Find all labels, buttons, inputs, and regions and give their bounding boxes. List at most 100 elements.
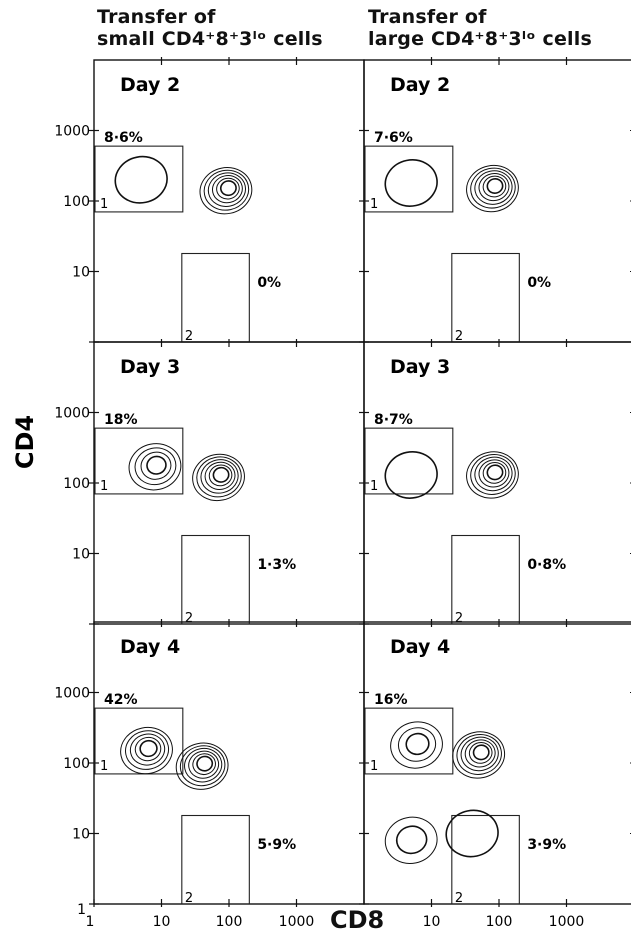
population-contour <box>179 745 226 787</box>
population-contour <box>486 464 504 481</box>
x-tick-label: 1 <box>86 914 95 930</box>
y-tick-label: 1000 <box>54 406 90 422</box>
population-contour <box>384 816 438 864</box>
population-contour <box>139 739 158 758</box>
population-contour <box>204 461 236 490</box>
gate-1-id: 1 <box>100 479 108 494</box>
y-axis-label-box: CD4 <box>6 412 46 472</box>
gate-1-box <box>94 427 184 495</box>
population-contour <box>134 736 162 762</box>
y-tick-label: 100 <box>63 756 90 772</box>
gate-2-id: 2 <box>185 329 193 344</box>
population-contour <box>200 459 239 494</box>
population-contour <box>211 175 243 204</box>
gate-1-box <box>94 145 184 213</box>
population-contour <box>486 178 504 194</box>
gate-1-percent: 8·7% <box>374 412 413 428</box>
gate-1-percent: 16% <box>374 692 408 708</box>
column-header-small: Transfer of small CD4⁺8⁺3ˡᵒ cells <box>97 6 323 50</box>
population-contour <box>188 750 220 779</box>
population-contour <box>146 455 167 475</box>
panel-frame <box>363 59 631 343</box>
gate-2-id: 2 <box>185 611 193 626</box>
panel-2: 1 2 Day 2 7·6% 0% <box>359 57 631 344</box>
gate-2-percent: 1·3% <box>257 557 296 573</box>
y-tick-label: 10 <box>72 827 90 843</box>
population-contour <box>474 170 513 205</box>
population-contour <box>184 747 223 783</box>
gate-2-box <box>451 814 520 905</box>
gate-2-id: 2 <box>455 611 463 626</box>
x-tick-label: 100 <box>216 914 243 930</box>
gate-1-box <box>364 427 454 495</box>
population-contour <box>125 730 170 770</box>
day-label: Day 4 <box>390 636 450 658</box>
population-contour <box>390 721 443 769</box>
gate-2-percent: 5·9% <box>257 837 296 853</box>
population-contour <box>208 464 233 487</box>
population-contour <box>456 734 502 775</box>
column-header-large-line1: Transfer of <box>368 6 487 28</box>
population-contour <box>203 169 250 211</box>
column-header-small-line2: small CD4⁺8⁺3ˡᵒ cells <box>97 28 323 50</box>
x-tick-label: 10 <box>423 914 441 930</box>
population-contour <box>129 733 166 766</box>
population-contour <box>395 825 428 855</box>
population-contour <box>384 159 438 207</box>
gate-1-percent: 8·6% <box>104 130 143 146</box>
population-contour <box>445 809 499 858</box>
gate-2-id: 2 <box>455 891 463 906</box>
gate-1-box <box>94 707 184 775</box>
population-contour <box>466 451 519 499</box>
panel-frame <box>93 621 365 905</box>
population-contour <box>216 177 240 200</box>
column-header-large-line2: large CD4⁺8⁺3ˡᵒ cells <box>368 28 592 50</box>
population-contour <box>482 175 507 198</box>
population-contour <box>405 732 430 756</box>
x-axis-label: CD8 <box>330 906 385 934</box>
gate-1-box <box>364 707 454 775</box>
population-contour <box>120 726 173 775</box>
population-contour <box>212 466 230 483</box>
gate-1-percent: 18% <box>104 412 138 428</box>
population-contour <box>468 742 493 764</box>
population-contour <box>199 167 253 215</box>
population-contour <box>478 459 510 488</box>
population-contour <box>397 727 437 762</box>
gate-2-box <box>181 814 250 905</box>
panel-5: 10 100 1000 1 2 Day 4 42% 5·9% <box>54 619 366 906</box>
gate-1-id: 1 <box>370 479 378 494</box>
population-contour <box>478 172 510 202</box>
population-contour <box>470 167 516 209</box>
population-contour <box>196 755 214 772</box>
gate-2-percent: 3·9% <box>527 837 566 853</box>
population-contour <box>207 172 247 207</box>
gate-2-id: 2 <box>455 329 463 344</box>
y-tick-label: 100 <box>63 476 90 492</box>
x-tick-label: 1000 <box>279 914 315 930</box>
gate-1-id: 1 <box>100 197 108 212</box>
x-tick-label: 10 <box>153 914 171 930</box>
population-contour <box>460 736 499 772</box>
population-contour <box>452 731 506 779</box>
population-contour <box>482 462 507 484</box>
population-contour <box>466 164 519 213</box>
y-axis-label: CD4 <box>11 415 39 469</box>
column-header-large: Transfer of large CD4⁺8⁺3ˡᵒ cells <box>368 6 592 50</box>
gate-2-percent: 0·8% <box>527 557 566 573</box>
y-tick-label-origin: 1 <box>77 902 86 918</box>
population-contour <box>470 454 516 495</box>
gate-2-percent: 0% <box>257 275 281 291</box>
population-contour <box>472 744 490 761</box>
column-header-small-line1: Transfer of <box>97 6 216 28</box>
gate-1-id: 1 <box>100 759 108 774</box>
panel-frame <box>93 59 365 343</box>
population-contour <box>140 451 172 480</box>
population-contour <box>219 180 237 197</box>
gate-1-box <box>364 145 454 213</box>
gate-2-percent: 0% <box>527 275 551 291</box>
gate-1-id: 1 <box>370 197 378 212</box>
population-contour <box>134 447 177 486</box>
population-contour <box>474 456 513 492</box>
